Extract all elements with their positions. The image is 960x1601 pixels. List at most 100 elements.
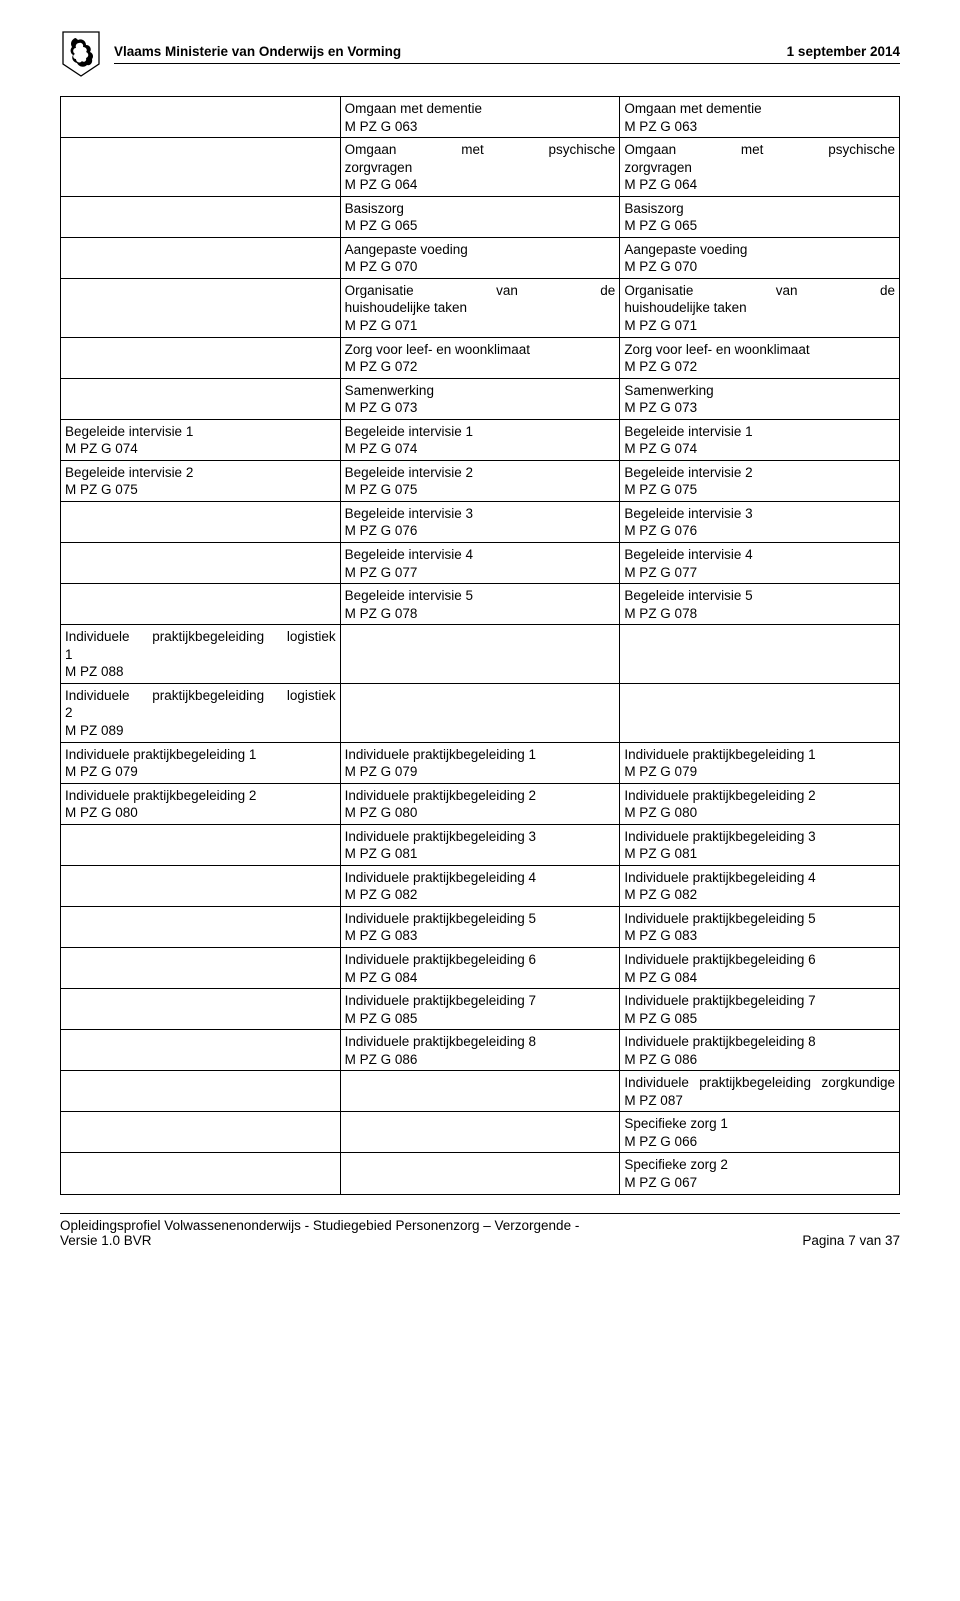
table-row: Begeleide intervisie 2M PZ G 075Begeleid…	[61, 460, 900, 501]
cell-line: M PZ G 077	[624, 564, 895, 582]
table-cell: Individuelepraktijkbegeleidingzorgkundig…	[620, 1071, 900, 1112]
cell-line: Basiszorg	[345, 200, 616, 218]
cell-line: Individuele praktijkbegeleiding 2	[65, 787, 336, 805]
modules-table: Omgaan met dementieM PZ G 063Omgaan met …	[60, 96, 900, 1195]
table-cell: BasiszorgM PZ G 065	[340, 196, 620, 237]
table-cell: Organisatievandehuishoudelijke takenM PZ…	[620, 278, 900, 337]
cell-line: Begeleide intervisie 3	[624, 505, 895, 523]
table-cell: Begeleide intervisie 5M PZ G 078	[340, 584, 620, 625]
footer-page: Pagina 7 van 37	[802, 1233, 900, 1248]
cell-line: M PZ G 086	[345, 1051, 616, 1069]
table-cell: SamenwerkingM PZ G 073	[620, 378, 900, 419]
table-row: Individuele praktijkbegeleiding 2M PZ G …	[61, 783, 900, 824]
table-cell	[340, 625, 620, 684]
table-cell	[61, 824, 341, 865]
cell-line: Begeleide intervisie 4	[624, 546, 895, 564]
cell-line: Individuele praktijkbegeleiding 1	[624, 746, 895, 764]
cell-line: M PZ 088	[65, 663, 336, 681]
cell-line: Individuele praktijkbegeleiding 8	[624, 1033, 895, 1051]
cell-line: M PZ G 065	[624, 217, 895, 235]
cell-line: Zorg voor leef- en woonklimaat	[624, 341, 895, 359]
cell-justified-line: Individuelepraktijkbegeleidinglogistiek1	[65, 628, 336, 663]
table-cell: Aangepaste voedingM PZ G 070	[620, 237, 900, 278]
table-cell: Individuele praktijkbegeleiding 7M PZ G …	[340, 989, 620, 1030]
table-row: SamenwerkingM PZ G 073SamenwerkingM PZ G…	[61, 378, 900, 419]
cell-line: M PZ G 078	[345, 605, 616, 623]
cell-line: Individuele praktijkbegeleiding 5	[624, 910, 895, 928]
cell-justified-line: Individuelepraktijkbegeleidingzorgkundig…	[624, 1074, 895, 1092]
table-cell	[61, 543, 341, 584]
cell-justified-line: Omgaanmetpsychischezorgvragen	[345, 141, 616, 176]
cell-line: M PZ G 078	[624, 605, 895, 623]
cell-line: M PZ G 076	[345, 522, 616, 540]
table-row: OmgaanmetpsychischezorgvragenM PZ G 064O…	[61, 138, 900, 197]
table-row: Individuelepraktijkbegeleidinglogistiek1…	[61, 625, 900, 684]
cell-line: M PZ G 083	[624, 927, 895, 945]
table-cell: Zorg voor leef- en woonklimaatM PZ G 072	[340, 337, 620, 378]
table-cell	[61, 196, 341, 237]
table-cell	[340, 1112, 620, 1153]
cell-line: M PZ G 064	[345, 176, 616, 194]
table-cell	[61, 1030, 341, 1071]
table-row: Omgaan met dementieM PZ G 063Omgaan met …	[61, 97, 900, 138]
cell-line: Samenwerking	[624, 382, 895, 400]
page-header: Vlaams Ministerie van Onderwijs en Vormi…	[60, 30, 900, 78]
table-row: Individuele praktijkbegeleiding 8M PZ G …	[61, 1030, 900, 1071]
table-cell: Begeleide intervisie 3M PZ G 076	[340, 501, 620, 542]
cell-line: Individuele praktijkbegeleiding 3	[345, 828, 616, 846]
table-cell: OmgaanmetpsychischezorgvragenM PZ G 064	[620, 138, 900, 197]
cell-line: M PZ G 086	[624, 1051, 895, 1069]
cell-line: M PZ G 073	[345, 399, 616, 417]
table-cell: Organisatievandehuishoudelijke takenM PZ…	[340, 278, 620, 337]
cell-line: M PZ G 082	[345, 886, 616, 904]
table-cell	[61, 138, 341, 197]
cell-justified-line: Organisatievandehuishoudelijke taken	[345, 282, 616, 317]
table-cell: Begeleide intervisie 4M PZ G 077	[620, 543, 900, 584]
table-cell	[61, 1112, 341, 1153]
table-cell: Individuele praktijkbegeleiding 1M PZ G …	[61, 742, 341, 783]
cell-line: M PZ G 085	[345, 1010, 616, 1028]
table-cell: Individuele praktijkbegeleiding 8M PZ G …	[620, 1030, 900, 1071]
cell-line: M PZ G 080	[345, 804, 616, 822]
cell-line: M PZ G 065	[345, 217, 616, 235]
table-row: Individuele praktijkbegeleiding 7M PZ G …	[61, 989, 900, 1030]
cell-line: M PZ G 063	[624, 118, 895, 136]
cell-line: Individuele praktijkbegeleiding 1	[65, 746, 336, 764]
table-row: Begeleide intervisie 4M PZ G 077Begeleid…	[61, 543, 900, 584]
cell-line: M PZ G 075	[345, 481, 616, 499]
table-row: Specifieke zorg 1M PZ G 066	[61, 1112, 900, 1153]
table-cell	[61, 237, 341, 278]
table-cell: BasiszorgM PZ G 065	[620, 196, 900, 237]
table-cell: Omgaan met dementieM PZ G 063	[340, 97, 620, 138]
cell-line: M PZ G 075	[65, 481, 336, 499]
cell-line: Individuele praktijkbegeleiding 5	[345, 910, 616, 928]
table-row: Individuele praktijkbegeleiding 5M PZ G …	[61, 906, 900, 947]
cell-line: M PZ G 084	[624, 969, 895, 987]
cell-line: M PZ G 063	[345, 118, 616, 136]
table-cell	[340, 1153, 620, 1194]
cell-line: Individuele praktijkbegeleiding 4	[345, 869, 616, 887]
cell-justified-line: Individuelepraktijkbegeleidinglogistiek2	[65, 687, 336, 722]
table-cell: Individuele praktijkbegeleiding 1M PZ G …	[340, 742, 620, 783]
table-cell: Aangepaste voedingM PZ G 070	[340, 237, 620, 278]
table-row: Individuelepraktijkbegeleidingzorgkundig…	[61, 1071, 900, 1112]
cell-line: M PZ G 074	[65, 440, 336, 458]
cell-justified-line: Omgaanmetpsychischezorgvragen	[624, 141, 895, 176]
table-cell	[61, 278, 341, 337]
cell-line: M PZ G 067	[624, 1174, 895, 1192]
table-row: Individuele praktijkbegeleiding 6M PZ G …	[61, 947, 900, 988]
cell-line: Begeleide intervisie 2	[65, 464, 336, 482]
cell-line: Basiszorg	[624, 200, 895, 218]
cell-line: M PZ G 066	[624, 1133, 895, 1151]
table-cell: Individuele praktijkbegeleiding 2M PZ G …	[620, 783, 900, 824]
cell-line: Begeleide intervisie 2	[624, 464, 895, 482]
cell-line: M PZ G 072	[624, 358, 895, 376]
cell-line: M PZ G 072	[345, 358, 616, 376]
footer-line2: Versie 1.0 BVR	[60, 1233, 579, 1248]
table-cell: Individuelepraktijkbegeleidinglogistiek2…	[61, 683, 341, 742]
table-row: Aangepaste voedingM PZ G 070Aangepaste v…	[61, 237, 900, 278]
table-cell: Individuele praktijkbegeleiding 7M PZ G …	[620, 989, 900, 1030]
cell-line: Individuele praktijkbegeleiding 2	[345, 787, 616, 805]
table-cell: Individuele praktijkbegeleiding 6M PZ G …	[340, 947, 620, 988]
cell-line: Begeleide intervisie 5	[345, 587, 616, 605]
